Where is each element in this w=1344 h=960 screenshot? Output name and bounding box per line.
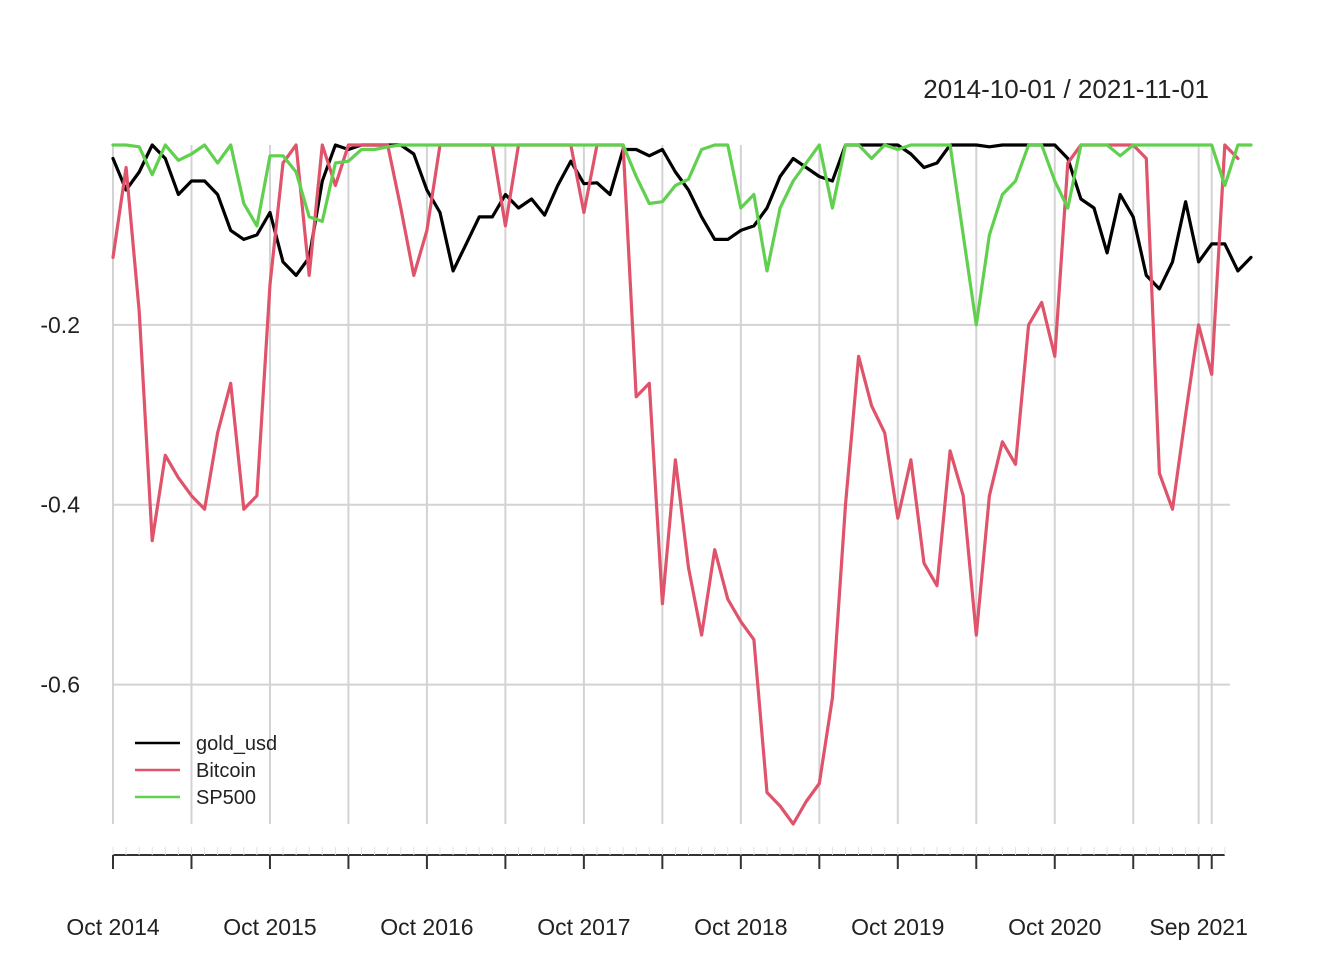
x-tick-label: Oct 2014: [66, 914, 160, 940]
x-tick-label: Oct 2015: [223, 914, 316, 940]
series-line-sp500: [111, 143, 1253, 327]
x-tick-label: Oct 2016: [380, 914, 473, 940]
date-range-label: 2014-10-01 / 2021-11-01: [923, 74, 1209, 104]
legend: gold_usd Bitcoin SP500: [135, 733, 277, 809]
y-axis: -0.2 -0.4 -0.6: [40, 312, 80, 698]
vertical-gridlines: [112, 145, 1213, 824]
x-tick-label: Oct 2017: [537, 914, 630, 940]
y-tick-label: -0.2: [40, 312, 80, 338]
legend-label: Bitcoin: [196, 760, 256, 782]
y-tick-label: -0.6: [40, 672, 80, 698]
x-tick-label: Oct 2020: [1008, 914, 1101, 940]
x-axis: Oct 2014 Oct 2015 Oct 2016 Oct 2017 Oct 2018…: [66, 847, 1248, 940]
y-tick-label: -0.4: [40, 492, 80, 518]
legend-label: gold_usd: [196, 733, 277, 755]
legend-label: SP500: [196, 787, 256, 809]
x-tick-label: Oct 2019: [851, 914, 944, 940]
series-lines: [111, 143, 1253, 826]
x-tick-label: Oct 2018: [694, 914, 787, 940]
series-line-bitcoin: [111, 143, 1240, 826]
x-tick-label: Sep 2021: [1149, 914, 1247, 940]
